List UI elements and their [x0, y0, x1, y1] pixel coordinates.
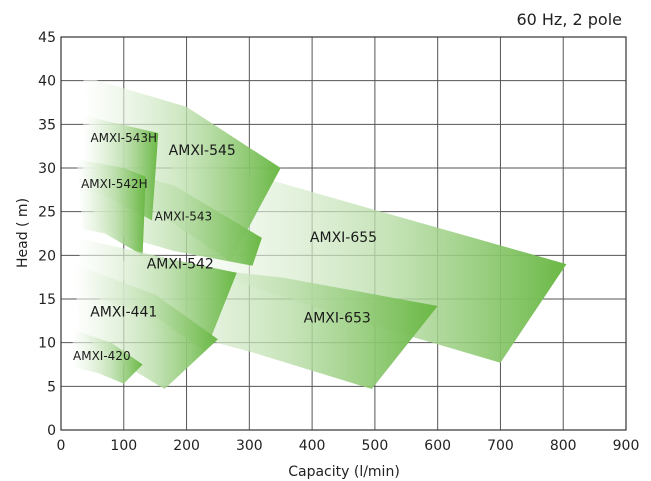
x-axis-label: Capacity (l/min): [288, 464, 400, 480]
y-axis-ticks: 0 5 10 15 20 25 30 35 40 45: [38, 30, 56, 439]
chart-subtitle: 60 Hz, 2 pole: [516, 10, 622, 29]
region-label-amxi-653: AMXI-653: [304, 311, 371, 327]
region-label-amxi-420: AMXI-420: [73, 349, 131, 363]
x-tick-label: 700: [487, 438, 514, 454]
region-label-amxi-542: AMXI-542: [147, 256, 214, 272]
y-tick-label: 0: [47, 423, 56, 439]
y-tick-label: 5: [47, 379, 56, 395]
region-label-amxi-542h: AMXI-542H: [81, 177, 148, 191]
y-tick-label: 45: [38, 30, 56, 46]
x-tick-label: 500: [362, 438, 389, 454]
y-tick-label: 15: [38, 292, 56, 308]
region-amxi-542: [76, 237, 237, 352]
region-amxi-655: [167, 150, 567, 363]
x-tick-label: 300: [236, 438, 263, 454]
y-tick-label: 35: [38, 117, 56, 133]
region-amxi-441: [73, 264, 218, 389]
region-label-amxi-655: AMXI-655: [310, 230, 377, 246]
performance-regions: [72, 76, 567, 389]
plot-frame: [60, 36, 627, 431]
x-tick-label: 900: [613, 438, 640, 454]
region-labels: AMXI-655 AMXI-653 AMXI-545 AMXI-543 AMXI-543…: [73, 131, 377, 363]
y-tick-label: 40: [38, 74, 56, 90]
x-tick-label: 100: [110, 438, 137, 454]
plot-border: [60, 36, 627, 431]
region-amxi-420: [72, 329, 143, 384]
region-label-amxi-441: AMXI-441: [90, 304, 157, 320]
y-tick-label: 10: [38, 336, 56, 352]
y-tick-label: 20: [38, 248, 56, 264]
x-tick-label: 400: [299, 438, 326, 454]
y-tick-label: 30: [38, 161, 56, 177]
x-tick-label: 0: [57, 438, 66, 454]
region-amxi-542h: [76, 159, 146, 256]
y-axis-label: Head ( m): [15, 198, 31, 268]
x-tick-label: 200: [173, 438, 200, 454]
y-tick-label: 25: [38, 205, 56, 221]
x-tick-label: 600: [424, 438, 451, 454]
region-amxi-545: [83, 76, 281, 262]
x-axis-ticks: 0 100 200 300 400 500 600 700 800 900: [57, 438, 640, 454]
x-tick-label: 800: [550, 438, 577, 454]
region-label-amxi-543: AMXI-543: [155, 209, 213, 223]
region-label-amxi-545: AMXI-545: [169, 143, 236, 159]
region-label-amxi-543h: AMXI-543H: [90, 131, 157, 145]
